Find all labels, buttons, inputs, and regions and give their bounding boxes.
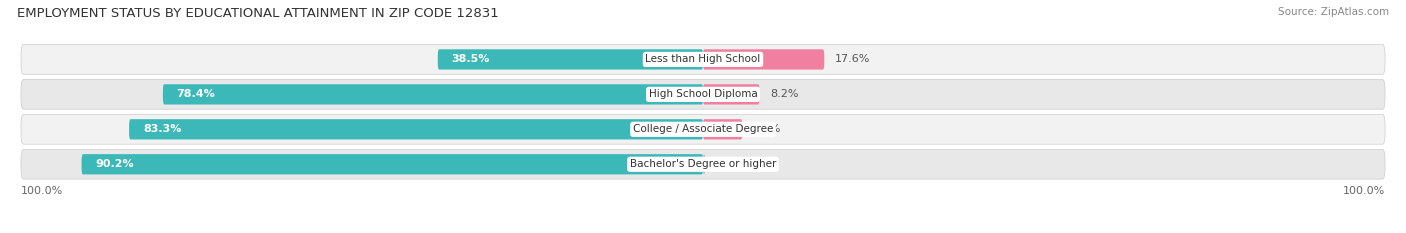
FancyBboxPatch shape bbox=[21, 45, 1385, 74]
FancyBboxPatch shape bbox=[21, 114, 1385, 144]
Text: Bachelor's Degree or higher: Bachelor's Degree or higher bbox=[630, 159, 776, 169]
FancyBboxPatch shape bbox=[21, 149, 1385, 179]
Text: 17.6%: 17.6% bbox=[835, 55, 870, 64]
FancyBboxPatch shape bbox=[21, 79, 1385, 109]
FancyBboxPatch shape bbox=[82, 154, 703, 174]
Text: 38.5%: 38.5% bbox=[451, 55, 489, 64]
FancyBboxPatch shape bbox=[703, 119, 742, 139]
Text: Source: ZipAtlas.com: Source: ZipAtlas.com bbox=[1278, 7, 1389, 17]
Text: 0.3%: 0.3% bbox=[716, 159, 744, 169]
Text: Less than High School: Less than High School bbox=[645, 55, 761, 64]
Text: 8.2%: 8.2% bbox=[770, 89, 799, 99]
Text: 100.0%: 100.0% bbox=[1343, 186, 1385, 196]
FancyBboxPatch shape bbox=[703, 154, 704, 174]
Text: High School Diploma: High School Diploma bbox=[648, 89, 758, 99]
FancyBboxPatch shape bbox=[163, 84, 703, 105]
Text: 78.4%: 78.4% bbox=[177, 89, 215, 99]
Text: 90.2%: 90.2% bbox=[96, 159, 134, 169]
Text: 83.3%: 83.3% bbox=[143, 124, 181, 134]
Text: 5.7%: 5.7% bbox=[752, 124, 780, 134]
Text: 100.0%: 100.0% bbox=[21, 186, 63, 196]
Text: EMPLOYMENT STATUS BY EDUCATIONAL ATTAINMENT IN ZIP CODE 12831: EMPLOYMENT STATUS BY EDUCATIONAL ATTAINM… bbox=[17, 7, 499, 20]
FancyBboxPatch shape bbox=[129, 119, 703, 139]
FancyBboxPatch shape bbox=[437, 49, 703, 69]
Text: College / Associate Degree: College / Associate Degree bbox=[633, 124, 773, 134]
FancyBboxPatch shape bbox=[703, 49, 824, 69]
FancyBboxPatch shape bbox=[703, 84, 759, 105]
